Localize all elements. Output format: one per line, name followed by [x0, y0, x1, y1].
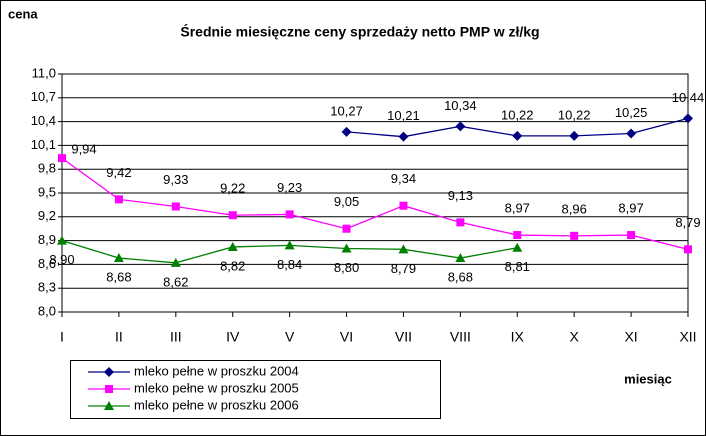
data-label: 10,25	[615, 105, 648, 120]
x-tick-label: IV	[226, 329, 240, 345]
marker	[570, 231, 579, 240]
marker	[228, 211, 237, 220]
data-label: 10,22	[501, 107, 534, 122]
y-tick-label: 10,4	[31, 113, 56, 128]
marker	[512, 130, 523, 141]
legend-label: mleko pełne w proszku 2006	[134, 397, 299, 412]
x-tick-label: VI	[340, 329, 353, 345]
y-tick-label: 8,3	[38, 280, 56, 295]
data-label: 9,13	[448, 188, 473, 203]
x-tick-label: II	[115, 329, 123, 345]
y-tick-label: 10,7	[31, 89, 56, 104]
data-label: 9,42	[106, 165, 131, 180]
marker	[569, 130, 580, 141]
marker	[58, 154, 66, 163]
marker	[399, 201, 408, 210]
y-tick-label: 8,6	[38, 256, 56, 271]
data-label: 10,27	[330, 103, 363, 118]
marker	[455, 121, 466, 132]
data-label: 10,34	[444, 98, 477, 113]
marker	[57, 235, 67, 245]
marker	[684, 245, 692, 254]
marker	[284, 240, 295, 250]
marker	[104, 367, 114, 377]
data-label: 8,90	[49, 252, 74, 267]
marker	[513, 231, 522, 240]
marker	[285, 210, 294, 219]
data-label: 8,62	[163, 274, 188, 289]
x-tick-label: VII	[395, 329, 412, 345]
data-label: 8,79	[391, 261, 416, 276]
data-label: 8,97	[618, 200, 643, 215]
y-tick-label: 9,2	[38, 208, 56, 223]
x-tick-label: XII	[679, 329, 696, 345]
data-label: 8,68	[448, 269, 473, 284]
chart-title: Średnie miesięczne ceny sprzedaży netto …	[180, 23, 539, 40]
marker	[626, 128, 637, 139]
data-label: 8,82	[220, 258, 245, 273]
marker	[455, 253, 466, 263]
marker	[342, 224, 351, 233]
y-tick-label: 8,9	[38, 232, 56, 247]
marker	[456, 218, 465, 227]
x-tick-label: IX	[511, 329, 525, 345]
marker	[170, 257, 181, 267]
data-label: 8,96	[562, 201, 587, 216]
marker	[341, 243, 352, 253]
y-tick-label: 8,0	[38, 303, 56, 318]
data-label: 8,68	[106, 269, 131, 284]
y-axis-label: cena	[8, 6, 38, 21]
y-tick-label: 9,8	[38, 161, 56, 176]
marker	[341, 126, 352, 137]
data-label: 8,84	[277, 257, 302, 272]
marker	[398, 131, 409, 142]
x-tick-label: III	[170, 329, 182, 345]
data-label: 10,21	[387, 108, 420, 123]
marker	[105, 385, 113, 393]
data-label: 8,79	[675, 215, 700, 230]
y-tick-label: 10,1	[31, 137, 56, 152]
marker	[683, 113, 693, 124]
marker	[171, 202, 180, 211]
marker	[227, 241, 238, 251]
legend	[70, 360, 441, 419]
data-label: 9,34	[391, 171, 416, 186]
data-label: 10,22	[558, 107, 591, 122]
x-tick-label: XI	[624, 329, 637, 345]
data-label: 9,05	[334, 194, 359, 209]
data-label: 8,97	[505, 200, 530, 215]
data-label: 9,22	[220, 181, 245, 196]
marker	[114, 195, 123, 204]
y-tick-label: 9,5	[38, 184, 56, 199]
series-line	[61, 157, 689, 250]
x-tick-label: VIII	[450, 329, 471, 345]
data-label: 9,94	[71, 142, 96, 157]
legend-label: mleko pełne w proszku 2005	[134, 380, 299, 395]
data-label: 9,33	[163, 172, 188, 187]
marker	[512, 242, 523, 252]
x-tick-label: I	[60, 329, 64, 345]
marker	[104, 401, 114, 410]
marker	[627, 231, 636, 240]
data-label: 9,23	[277, 180, 302, 195]
marker	[398, 244, 409, 254]
data-label: 10,44	[672, 90, 705, 105]
data-label: 8,81	[505, 259, 530, 274]
y-tick-label: 11,0	[32, 65, 56, 80]
data-label: 8,80	[334, 260, 359, 275]
x-tick-label: X	[570, 329, 580, 345]
x-tick-label: V	[285, 329, 295, 345]
legend-label: mleko pełne w proszku 2004	[134, 363, 299, 378]
marker	[113, 253, 124, 263]
x-axis-label: miesiąc	[624, 371, 672, 386]
